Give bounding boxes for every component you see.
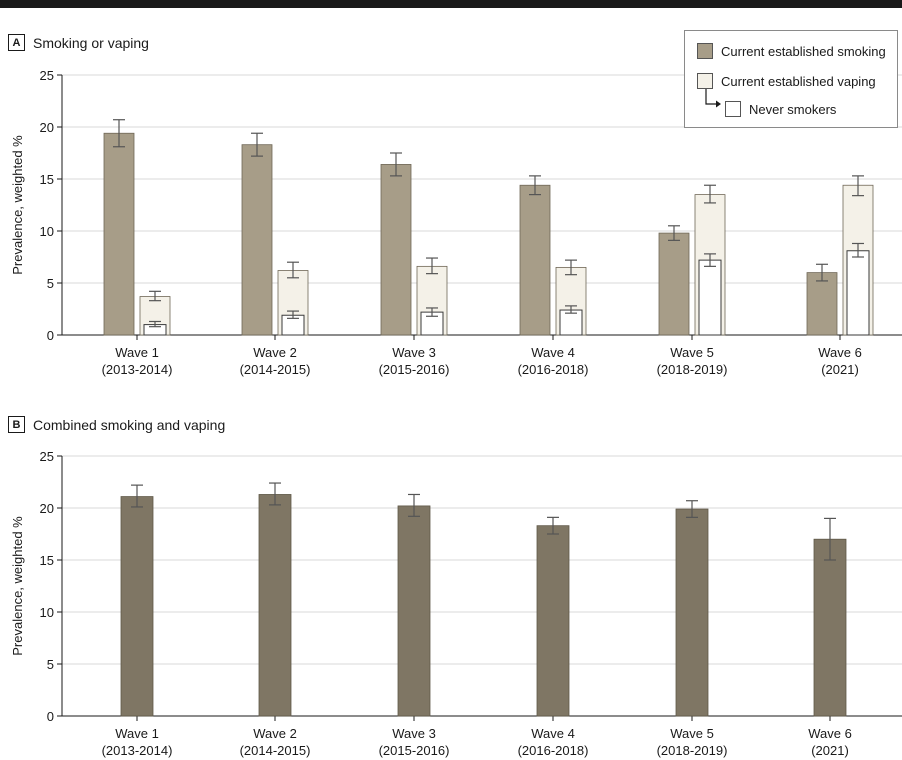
x-tick-label: Wave 3 (2015-2016) bbox=[379, 345, 450, 377]
x-tick-label-line: Wave 4 bbox=[531, 345, 575, 360]
x-tick-label: Wave 4 (2016-2018) bbox=[518, 345, 589, 377]
y-tick-label: 0 bbox=[47, 709, 54, 724]
x-tick-label: Wave 1 (2013-2014) bbox=[102, 726, 173, 758]
y-tick-label: 25 bbox=[40, 449, 54, 464]
panel-a-letter: A bbox=[8, 34, 25, 51]
bar-smoking bbox=[658, 232, 690, 336]
y-axis-label: Prevalence, weighted % bbox=[10, 516, 25, 656]
x-tick-label-line: (2021) bbox=[821, 362, 859, 377]
x-tick-label-line: Wave 3 bbox=[392, 345, 436, 360]
y-tick-label: 15 bbox=[40, 553, 54, 568]
y-axis-label: Prevalence, weighted % bbox=[10, 135, 25, 275]
bar-never-smokers bbox=[846, 250, 870, 336]
x-tick-label-line: (2013-2014) bbox=[102, 743, 173, 758]
figure-top-rule bbox=[0, 0, 902, 8]
x-tick-label-line: Wave 1 bbox=[115, 345, 159, 360]
x-tick-label-line: Wave 5 bbox=[670, 726, 714, 741]
panel-b-header: B Combined smoking and vaping bbox=[8, 416, 225, 433]
x-tick-label-line: (2016-2018) bbox=[518, 362, 589, 377]
y-tick-label: 15 bbox=[40, 172, 54, 187]
legend-swatch-never bbox=[725, 101, 741, 117]
panel-b-title: Combined smoking and vaping bbox=[33, 416, 226, 433]
bar-smoking bbox=[103, 132, 135, 336]
bar-smoking bbox=[519, 184, 551, 336]
x-tick-label-line: (2014-2015) bbox=[240, 743, 311, 758]
x-tick-label-line: Wave 2 bbox=[253, 726, 297, 741]
legend-arrow-icon bbox=[705, 89, 721, 108]
bar-smoking bbox=[806, 272, 838, 336]
legend-swatch-smoking bbox=[697, 43, 713, 59]
x-tick-label-line: (2014-2015) bbox=[240, 362, 311, 377]
chart-legend: Current established smoking Current esta… bbox=[684, 30, 898, 128]
panel-a-title: Smoking or vaping bbox=[33, 34, 149, 51]
legend-item-never: Never smokers bbox=[725, 101, 836, 117]
y-tick-label: 25 bbox=[40, 68, 54, 83]
x-tick-label-line: (2013-2014) bbox=[102, 362, 173, 377]
legend-item-smoking: Current established smoking bbox=[697, 43, 886, 59]
bar-combined bbox=[675, 508, 709, 717]
bar-combined bbox=[813, 538, 847, 717]
bar-smoking bbox=[241, 144, 273, 336]
x-tick-label-line: (2018-2019) bbox=[657, 743, 728, 758]
x-tick-label: Wave 2 (2014-2015) bbox=[240, 726, 311, 758]
y-tick-label: 5 bbox=[47, 657, 54, 672]
x-tick-label: Wave 5 (2018-2019) bbox=[657, 345, 728, 377]
bar-combined bbox=[397, 505, 431, 717]
x-tick-label-line: (2021) bbox=[811, 743, 849, 758]
legend-label-never: Never smokers bbox=[749, 101, 837, 117]
legend-item-vaping: Current established vaping bbox=[697, 73, 876, 89]
chart-panel-b: 0 5 10 15 20 25 Prevalence, weighted % Wave 1 (2… bbox=[10, 449, 902, 758]
x-tick-label-line: (2018-2019) bbox=[657, 362, 728, 377]
y-tick-label: 20 bbox=[40, 120, 54, 135]
panel-b-letter: B bbox=[8, 416, 25, 433]
legend-label-smoking: Current established smoking bbox=[721, 43, 886, 59]
bar-combined bbox=[536, 525, 570, 717]
legend-swatch-vaping bbox=[697, 73, 713, 89]
x-tick-label: Wave 3 (2015-2016) bbox=[379, 726, 450, 758]
y-tick-label: 10 bbox=[40, 605, 54, 620]
x-tick-label-line: Wave 6 bbox=[818, 345, 862, 360]
y-tick-label: 10 bbox=[40, 224, 54, 239]
x-tick-label: Wave 1 (2013-2014) bbox=[102, 345, 173, 377]
x-tick-label: Wave 4 (2016-2018) bbox=[518, 726, 589, 758]
bar-never-smokers bbox=[559, 309, 583, 336]
panel-a-header: A Smoking or vaping bbox=[8, 34, 149, 51]
x-tick-label-line: Wave 4 bbox=[531, 726, 575, 741]
x-tick-label-line: (2016-2018) bbox=[518, 743, 589, 758]
bar-smoking bbox=[380, 164, 412, 336]
x-tick-label-line: Wave 1 bbox=[115, 726, 159, 741]
x-tick-label-line: (2015-2016) bbox=[379, 362, 450, 377]
y-tick-label: 5 bbox=[47, 276, 54, 291]
y-tick-label: 0 bbox=[47, 328, 54, 343]
bar-combined bbox=[258, 494, 292, 717]
x-tick-label-line: Wave 5 bbox=[670, 345, 714, 360]
bar-never-smokers bbox=[698, 259, 722, 336]
x-tick-label: Wave 6 (2021) bbox=[808, 726, 852, 758]
chart-panel-a: 0 5 10 15 20 25 Prevalence, weighted % Wave 1 (2… bbox=[10, 68, 902, 377]
x-tick-label-line: Wave 6 bbox=[808, 726, 852, 741]
y-tick-label: 20 bbox=[40, 501, 54, 516]
x-tick-label: Wave 5 (2018-2019) bbox=[657, 726, 728, 758]
x-tick-label-line: (2015-2016) bbox=[379, 743, 450, 758]
x-tick-label-line: Wave 3 bbox=[392, 726, 436, 741]
legend-label-vaping: Current established vaping bbox=[721, 73, 876, 89]
x-tick-label: Wave 2 (2014-2015) bbox=[240, 345, 311, 377]
x-tick-label: Wave 6 (2021) bbox=[818, 345, 862, 377]
bar-combined bbox=[120, 496, 154, 717]
x-tick-label-line: Wave 2 bbox=[253, 345, 297, 360]
